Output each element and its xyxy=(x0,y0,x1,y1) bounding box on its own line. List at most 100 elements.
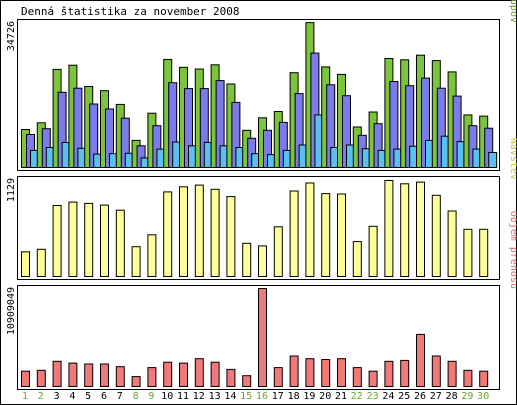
day-label-8: 8 xyxy=(133,391,139,402)
bar-bottom-day-8 xyxy=(131,376,141,388)
bar-bottom-day-21 xyxy=(337,358,346,388)
day-label-10: 10 xyxy=(161,391,173,402)
bar-middle-day-6 xyxy=(100,204,109,278)
bar-middle-day-19 xyxy=(305,182,315,277)
chart-panel-bottom: 10909049 Objem prenosu xyxy=(6,211,517,390)
day-label-23: 23 xyxy=(367,391,379,402)
bar-bottom-day-2 xyxy=(36,369,46,387)
bar-middle-day-17 xyxy=(273,226,283,278)
bar-bottom-day-25 xyxy=(400,359,410,387)
bar-bottom-day-3 xyxy=(52,360,62,387)
bar-bottom-day-5 xyxy=(84,363,94,387)
bar-middle-day-23 xyxy=(368,225,378,278)
bar-middle-day-15 xyxy=(242,242,252,278)
day-label-1: 1 xyxy=(22,391,28,402)
bar-bottom-day-4 xyxy=(68,362,78,388)
bar-middle-day-8 xyxy=(131,246,141,277)
day-label-5: 5 xyxy=(85,391,91,402)
bar-bottom-day-7 xyxy=(115,366,125,388)
bar-bottom-day-26 xyxy=(416,333,425,387)
bar-middle-day-1 xyxy=(21,251,30,278)
bar-middle-day-10 xyxy=(163,191,173,277)
side-label-part: Objem prenosu xyxy=(508,211,517,289)
day-label-27: 27 xyxy=(430,391,442,402)
day-label-7: 7 xyxy=(117,391,123,402)
max-value-label: 10909049 xyxy=(6,287,17,335)
bar-bottom-day-6 xyxy=(100,363,109,387)
bar-bottom-day-24 xyxy=(384,360,394,387)
day-label-16: 16 xyxy=(256,391,268,402)
series-side-label: Stránok/Súborov/Prístupov xyxy=(508,0,517,23)
day-label-18: 18 xyxy=(288,391,300,402)
bar-middle-day-13 xyxy=(210,188,220,277)
day-label-24: 24 xyxy=(382,391,394,402)
bar-middle-day-3 xyxy=(52,205,62,277)
bar-middle-day-20 xyxy=(321,193,331,278)
day-label-3: 3 xyxy=(54,391,60,402)
series-side-label: Objem prenosu xyxy=(508,211,517,289)
max-value-label: 34726 xyxy=(6,21,17,51)
day-label-19: 19 xyxy=(303,391,315,402)
bar-bottom-day-27 xyxy=(431,355,441,387)
bar-middle-day-4 xyxy=(68,201,78,278)
day-label-15: 15 xyxy=(240,391,252,402)
bar-middle-day-18 xyxy=(289,190,299,277)
day-label-12: 12 xyxy=(193,391,205,402)
bar-middle-day-7 xyxy=(115,209,125,277)
day-label-25: 25 xyxy=(398,391,410,402)
bar-middle-day-28 xyxy=(447,210,457,277)
bar-bottom-day-18 xyxy=(289,355,299,387)
day-label-26: 26 xyxy=(414,391,426,402)
bar-bottom-day-15 xyxy=(242,375,252,388)
bar-bottom-day-10 xyxy=(163,361,173,388)
bar-bottom-day-12 xyxy=(194,358,204,388)
bar-bottom-day-23 xyxy=(368,370,378,388)
bar-middle-day-9 xyxy=(147,234,157,278)
bar-bottom-day-16 xyxy=(258,288,267,387)
bar-middle-day-14 xyxy=(226,196,236,278)
bar-middle-day-30 xyxy=(479,228,489,278)
bar-stránok-day-30 xyxy=(488,152,498,168)
bar-bottom-day-17 xyxy=(273,367,283,388)
bar-middle-day-12 xyxy=(194,184,204,278)
bar-middle-day-29 xyxy=(463,228,473,278)
bar-bottom-day-30 xyxy=(479,370,489,388)
bar-middle-day-5 xyxy=(84,202,94,277)
day-label-21: 21 xyxy=(335,391,347,402)
chart-panel-top: 34726 Stránok/Súborov/Prístupov xyxy=(6,0,517,171)
bar-middle-day-22 xyxy=(352,241,362,278)
day-label-13: 13 xyxy=(209,391,221,402)
max-value-label: 1129 xyxy=(6,178,17,202)
bar-bottom-day-14 xyxy=(226,368,236,387)
day-label-4: 4 xyxy=(69,391,75,402)
day-label-6: 6 xyxy=(101,391,107,402)
bar-bottom-day-22 xyxy=(352,367,362,388)
day-label-17: 17 xyxy=(272,391,284,402)
day-label-2: 2 xyxy=(38,391,44,402)
bar-middle-day-24 xyxy=(384,180,394,277)
bar-bottom-day-9 xyxy=(147,367,157,388)
bar-bottom-day-1 xyxy=(21,370,30,388)
day-label-20: 20 xyxy=(319,391,331,402)
chart-title: Denná štatistika za november 2008 xyxy=(21,5,240,18)
bar-bottom-day-11 xyxy=(179,362,188,388)
bar-bottom-day-29 xyxy=(463,369,473,387)
chart-panel-middle: 1129 Návštev xyxy=(6,138,517,280)
series-side-label: Návštev xyxy=(508,138,517,180)
bar-bottom-day-13 xyxy=(210,361,220,388)
day-label-22: 22 xyxy=(351,391,363,402)
bar-bottom-day-20 xyxy=(321,359,331,387)
day-label-11: 11 xyxy=(177,391,189,402)
day-label-14: 14 xyxy=(224,391,236,402)
bar-middle-day-16 xyxy=(258,245,267,277)
bar-bottom-day-28 xyxy=(447,360,457,387)
day-label-9: 9 xyxy=(148,391,154,402)
side-label-part: Návštev xyxy=(508,138,517,180)
bar-middle-day-26 xyxy=(416,181,425,278)
bar-middle-day-21 xyxy=(337,193,346,277)
day-label-29: 29 xyxy=(461,391,473,402)
day-label-28: 28 xyxy=(446,391,458,402)
bar-middle-day-11 xyxy=(179,186,188,277)
side-label-part: Prístupov xyxy=(508,0,517,23)
